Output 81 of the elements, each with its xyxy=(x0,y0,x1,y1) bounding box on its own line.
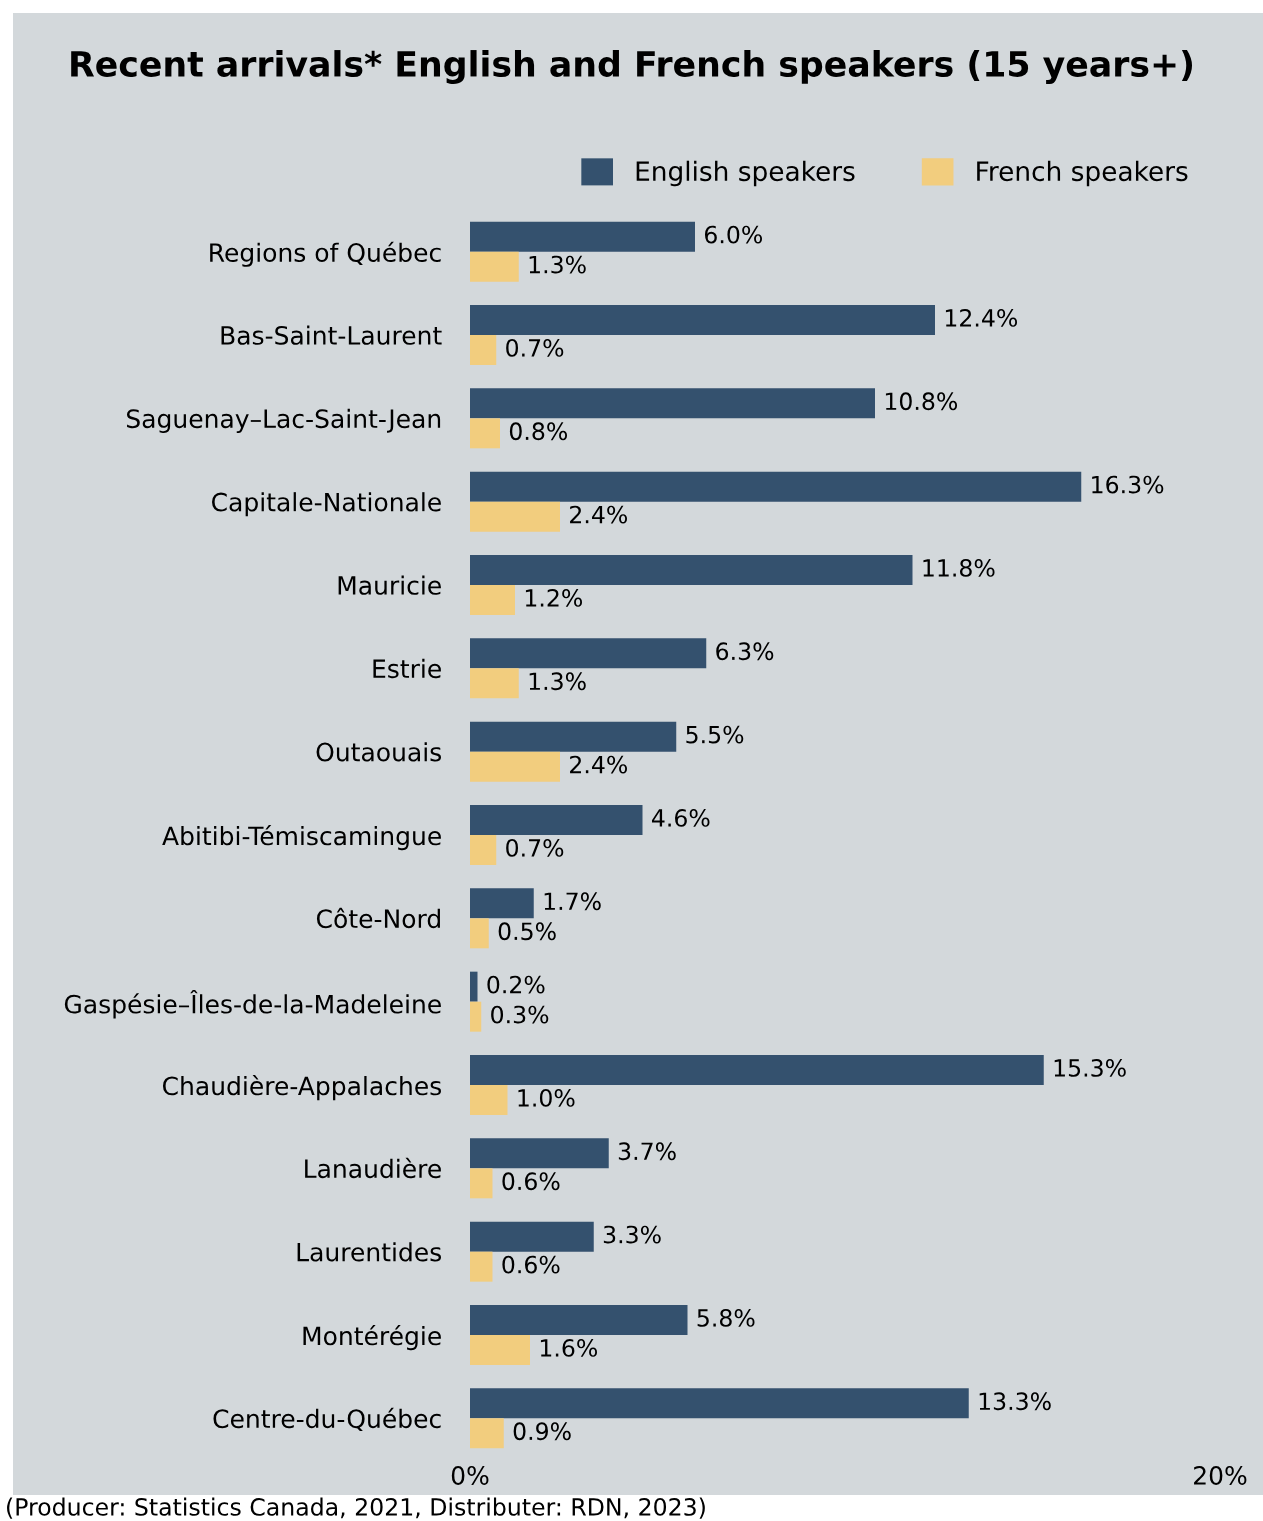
data-label: 6.0% xyxy=(704,225,763,244)
bar xyxy=(470,418,500,449)
y-tick-label: Chaudière-Appalaches xyxy=(162,1075,441,1101)
bar xyxy=(470,751,560,782)
bar xyxy=(470,1168,493,1199)
data-label: 16.3% xyxy=(1092,475,1164,494)
bar xyxy=(470,1221,594,1252)
data-label: 0.5% xyxy=(498,922,556,941)
y-tick-label: Gaspésie–Îles-de-la-Madeleine xyxy=(64,990,441,1019)
legend-label: French speakers xyxy=(977,160,1188,187)
data-label: 2.4% xyxy=(570,755,628,774)
y-tick-label: Laurentides xyxy=(297,1242,441,1262)
x-tick-label: 20% xyxy=(1194,1466,1247,1485)
y-tick-label: Estrie xyxy=(373,658,441,679)
bar xyxy=(470,1388,969,1419)
chart-title: Recent arrivals* English and French speakers (15 years+) xyxy=(71,50,1193,84)
data-label: 1.2% xyxy=(525,588,583,607)
data-label: 1.3% xyxy=(529,672,586,691)
y-tick-label: Outaouais xyxy=(316,742,441,762)
y-tick-label: Centre-du-Québec xyxy=(213,1407,441,1432)
bar xyxy=(470,638,707,669)
data-label: 0.3% xyxy=(491,1005,549,1024)
bar xyxy=(470,221,695,252)
bar xyxy=(470,668,519,699)
y-tick-label: Côte-Nord xyxy=(316,907,440,929)
data-label: 11.8% xyxy=(923,558,995,577)
data-label: 10.8% xyxy=(885,392,958,411)
bar xyxy=(470,1418,504,1449)
y-tick-label: Bas-Saint-Laurent xyxy=(221,325,442,345)
bar xyxy=(470,471,1082,502)
bar xyxy=(470,335,497,365)
bar xyxy=(470,585,515,615)
data-label: 1.6% xyxy=(540,1338,598,1357)
bar xyxy=(470,888,534,919)
data-label: 1.7% xyxy=(544,892,601,911)
data-label: 2.4% xyxy=(570,505,628,524)
bar xyxy=(470,1305,688,1335)
data-label: 0.9% xyxy=(513,1422,571,1441)
text: (Producer: Statistics Canada, 2021, Distributer: RDN, 2023) xyxy=(7,1497,705,1519)
bar xyxy=(470,835,497,865)
bar xyxy=(470,1138,609,1169)
y-tick-label: Montérégie xyxy=(303,1325,441,1351)
bar xyxy=(470,305,935,335)
data-label: 3.7% xyxy=(618,1142,676,1161)
bar xyxy=(470,1085,508,1115)
data-label: 12.4% xyxy=(945,308,1018,327)
bar xyxy=(470,971,478,1002)
bar xyxy=(470,555,913,585)
data-label: 0.6% xyxy=(502,1172,560,1191)
data-label: 5.8% xyxy=(697,1308,755,1327)
data-label: 0.7% xyxy=(506,338,564,357)
x-tick-label: 0% xyxy=(451,1466,489,1485)
data-label: 0.8% xyxy=(509,422,568,441)
y-tick-label: Mauricie xyxy=(338,575,441,595)
bar xyxy=(470,1251,493,1282)
y-tick-label: Saguenay–Lac-Saint-Jean xyxy=(126,408,441,434)
bar xyxy=(470,388,875,419)
y-tick-label: Capitale-Nationale xyxy=(212,492,441,517)
data-label: 0.2% xyxy=(487,975,545,994)
data-label: 1.3% xyxy=(529,255,586,274)
data-label: 6.3% xyxy=(716,642,774,661)
data-label: 0.6% xyxy=(502,1255,560,1274)
bar xyxy=(470,721,677,752)
data-label: 3.3% xyxy=(603,1225,661,1244)
bar xyxy=(470,918,489,949)
bar xyxy=(470,805,643,835)
data-label: 1.0% xyxy=(518,1088,575,1107)
legend-label: English speakers xyxy=(636,160,855,187)
data-label: 0.7% xyxy=(506,838,564,857)
bar xyxy=(470,251,519,282)
data-label: 5.5% xyxy=(686,725,744,744)
bar xyxy=(470,1001,482,1032)
bar xyxy=(470,501,560,532)
bar xyxy=(470,1055,1044,1085)
bar xyxy=(470,1335,530,1365)
data-label: 15.3% xyxy=(1054,1058,1126,1077)
y-tick-label: Regions of Québec xyxy=(210,241,441,267)
data-label: 4.6% xyxy=(651,808,710,827)
y-tick-label: Abitibi-Témiscamingue xyxy=(162,825,441,851)
y-tick-label: Lanaudière xyxy=(305,1157,441,1179)
data-label: 13.3% xyxy=(979,1392,1051,1411)
